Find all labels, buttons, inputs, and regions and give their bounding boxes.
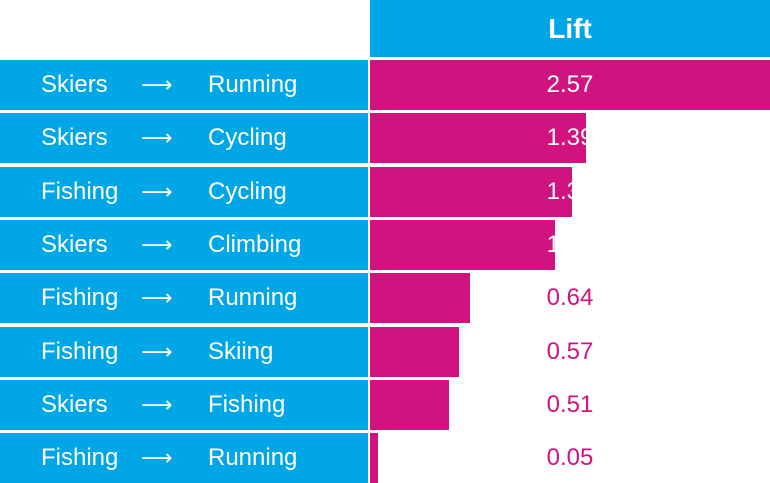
row-label-cell: Skiers ⟶ Climbing [0, 219, 368, 270]
row-from-label: Skiers [41, 230, 108, 258]
arrow-right-icon: ⟶ [141, 445, 173, 471]
chart-row: Fishing ⟶ Cycling 1.30 [0, 166, 770, 217]
arrow-right-icon: ⟶ [141, 178, 173, 204]
row-from-label: Skiers [41, 124, 108, 152]
lift-bar [370, 219, 556, 270]
row-label-cell: Fishing ⟶ Running [0, 273, 368, 324]
arrow-right-icon: ⟶ [141, 72, 173, 97]
chart-row: Skiers ⟶ Running 2.57 [0, 60, 770, 110]
chart-row: Skiers ⟶ Climbing 1.19 [0, 219, 770, 270]
row-to-label: Fishing [208, 390, 286, 418]
arrow-right-icon: ⟶ [141, 338, 173, 364]
lift-bar [370, 60, 770, 110]
arrow-right-icon: ⟶ [141, 285, 173, 311]
lift-value-label: 1.30 [546, 177, 594, 205]
row-from-label: Fishing [41, 284, 119, 312]
row-from-label: Fishing [41, 177, 119, 205]
arrow-right-icon: ⟶ [141, 391, 173, 417]
lift-bar [370, 113, 587, 164]
lift-value-label: 0.51 [546, 390, 594, 418]
arrow-right-icon: ⟶ [141, 231, 173, 257]
lift-value-label: 2.57 [546, 71, 594, 98]
row-label-cell: Skiers ⟶ Running [0, 60, 368, 110]
row-from-label: Fishing [41, 444, 119, 472]
row-label-cell: Fishing ⟶ Cycling [0, 166, 368, 217]
lift-bar [370, 379, 450, 430]
row-from-label: Skiers [41, 71, 108, 98]
row-label-cell: Skiers ⟶ Fishing [0, 379, 368, 430]
row-to-label: Running [208, 71, 298, 98]
row-to-label: Running [208, 284, 298, 312]
lift-value-label: 0.05 [546, 444, 594, 472]
column-header-lift: Lift [370, 0, 770, 57]
lift-bar [370, 433, 378, 483]
chart-row: Skiers ⟶ Fishing 0.51 [0, 379, 770, 430]
row-to-label: Cycling [208, 124, 287, 152]
lift-value-label: 1.19 [546, 230, 594, 258]
lift-bar [370, 273, 470, 324]
row-to-label: Climbing [208, 230, 302, 258]
lift-value-label: 1.39 [546, 124, 594, 152]
lift-value-label: 0.64 [546, 284, 594, 312]
row-to-label: Cycling [208, 177, 287, 205]
row-to-label: Running [208, 444, 298, 472]
chart-row: Skiers ⟶ Cycling 1.39 [0, 113, 770, 164]
arrow-right-icon: ⟶ [141, 125, 173, 151]
chart-row: Fishing ⟶ Running 0.05 [0, 433, 770, 483]
chart-row: Fishing ⟶ Skiing 0.57 [0, 326, 770, 377]
row-label-cell: Fishing ⟶ Skiing [0, 326, 368, 377]
chart-row: Fishing ⟶ Running 0.64 [0, 273, 770, 324]
row-label-cell: Fishing ⟶ Running [0, 433, 368, 483]
row-label-cell: Skiers ⟶ Cycling [0, 113, 368, 164]
lift-bar [370, 166, 573, 217]
lift-bar [370, 326, 459, 377]
row-from-label: Fishing [41, 337, 119, 365]
lift-value-label: 0.57 [546, 337, 594, 365]
row-to-label: Skiing [208, 337, 274, 365]
row-from-label: Skiers [41, 390, 108, 418]
